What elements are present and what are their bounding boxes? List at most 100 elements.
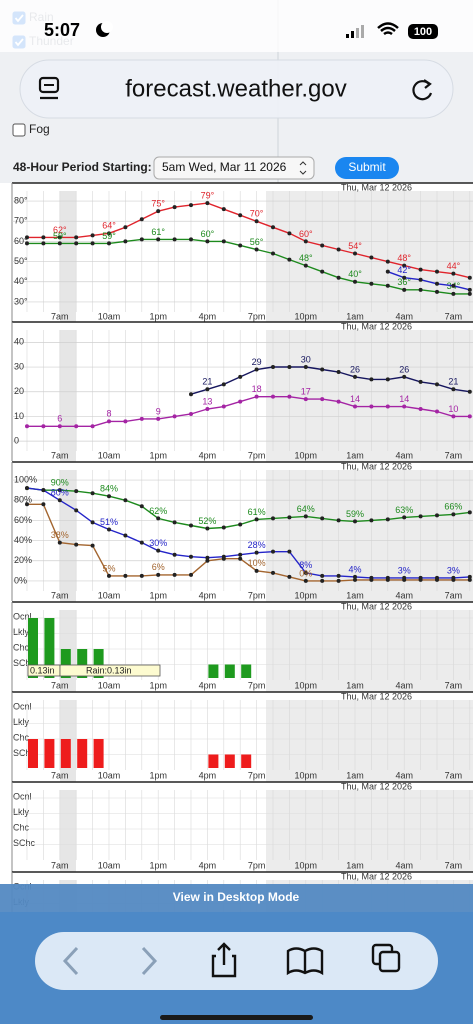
reload-icon[interactable] <box>412 79 433 101</box>
y-tick-label: 80% <box>14 495 32 505</box>
home-indicator <box>160 1015 313 1020</box>
date-label: Thu, Mar 12 2026 <box>341 182 412 192</box>
hour-label: 4am <box>395 680 413 690</box>
data-point <box>25 241 29 246</box>
data-point <box>418 287 423 292</box>
submit-label[interactable]: Submit <box>348 160 386 174</box>
data-point <box>467 291 472 296</box>
url-text[interactable]: forecast.weather.gov <box>125 75 346 102</box>
data-point <box>303 570 308 575</box>
data-point <box>451 414 456 419</box>
data-point <box>353 279 357 284</box>
data-point <box>353 574 357 579</box>
page-menu-icon[interactable] <box>38 76 60 100</box>
level-bar <box>44 618 55 678</box>
y-tick-label: 60% <box>14 515 32 525</box>
data-label: 59° <box>102 231 116 241</box>
share-button[interactable] <box>211 942 237 978</box>
back-button[interactable] <box>62 946 79 976</box>
submit-button[interactable] <box>335 157 399 179</box>
data-point <box>74 235 79 240</box>
night-shade <box>266 700 473 782</box>
data-point <box>271 394 275 399</box>
data-label: 59% <box>346 509 364 519</box>
data-point <box>107 527 111 532</box>
data-point <box>139 416 144 421</box>
data-point <box>336 399 341 404</box>
hour-label: 10pm <box>295 590 318 600</box>
forward-button[interactable] <box>141 946 158 976</box>
hour-label: 4am <box>395 860 413 870</box>
level-bar <box>224 754 235 768</box>
period-select-text[interactable]: 5am Wed, Mar 11 2026 <box>162 160 287 174</box>
data-point <box>287 257 292 262</box>
rain-amount-box <box>59 664 161 677</box>
address-bar[interactable] <box>19 59 454 119</box>
data-point <box>123 239 128 244</box>
hour-label: 1am <box>346 311 364 321</box>
level-bar <box>60 649 71 678</box>
bookmarks-button[interactable] <box>286 947 324 976</box>
hour-label: 10pm <box>295 450 318 460</box>
data-point <box>238 552 243 557</box>
data-point <box>254 367 259 372</box>
data-label: 28% <box>248 540 266 550</box>
date-label: Thu, Mar 12 2026 <box>341 601 412 611</box>
hour-label: 1pm <box>149 450 167 460</box>
data-point <box>369 281 374 286</box>
tabs-button[interactable] <box>371 943 401 973</box>
data-label: 80% <box>51 488 69 498</box>
data-point <box>139 217 144 222</box>
data-label: 5% <box>102 563 115 573</box>
night-shade <box>266 330 473 463</box>
hour-label: 1pm <box>149 770 167 780</box>
data-point <box>402 515 407 520</box>
data-point <box>418 277 423 282</box>
data-point <box>353 251 357 256</box>
data-point <box>172 205 177 210</box>
data-label: 56° <box>250 237 264 247</box>
data-point <box>254 219 259 224</box>
data-label: 40° <box>348 269 362 279</box>
data-point <box>139 573 144 578</box>
hour-label: 7am <box>445 450 463 460</box>
data-point <box>467 275 472 280</box>
data-point <box>320 367 325 372</box>
level-label: Lkly <box>13 717 30 727</box>
data-point <box>287 515 292 520</box>
data-point <box>156 237 161 242</box>
data-point <box>467 414 472 419</box>
desktop-mode-text[interactable]: View in Desktop Mode <box>173 890 300 904</box>
data-label: 61% <box>248 507 266 517</box>
battery-level: 100 <box>414 26 432 38</box>
data-point <box>74 489 79 494</box>
hour-label: 1pm <box>149 680 167 690</box>
level-label: Lkly <box>13 627 30 637</box>
data-point <box>271 516 275 521</box>
data-label: 26 <box>399 364 409 374</box>
data-point <box>123 533 128 538</box>
data-point <box>123 498 128 503</box>
data-point <box>189 392 193 397</box>
checkbox[interactable] <box>12 123 26 137</box>
period-select[interactable] <box>153 156 315 180</box>
level-label: SChc <box>13 748 36 758</box>
desktop-mode-bar[interactable] <box>0 884 473 912</box>
data-label: 64° <box>102 221 116 231</box>
level-label: Ocnl <box>13 611 32 621</box>
data-point <box>107 231 111 236</box>
night-shade <box>60 191 76 324</box>
data-point <box>107 419 111 424</box>
night-shade <box>266 470 473 603</box>
hour-label: 7pm <box>248 860 266 870</box>
y-tick-label: 40° <box>14 276 28 286</box>
data-label: 6% <box>152 562 165 572</box>
hour-label: 4am <box>395 590 413 600</box>
data-point <box>74 241 79 246</box>
data-point <box>172 520 177 525</box>
data-point <box>238 243 243 248</box>
level-label: Ocnl <box>13 701 32 711</box>
data-point <box>303 263 308 268</box>
data-point <box>271 570 275 575</box>
data-point <box>435 382 439 387</box>
